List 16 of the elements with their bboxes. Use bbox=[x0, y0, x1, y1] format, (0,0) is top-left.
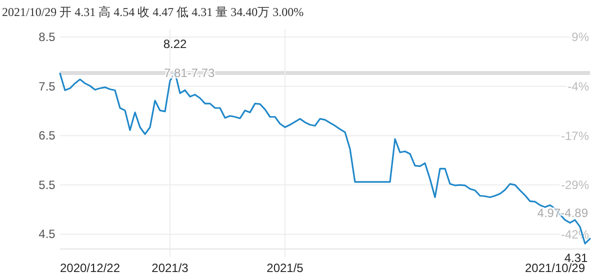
x-tick-label: 2021/10/29 bbox=[524, 261, 586, 275]
chart-title: 2021/10/29 开 4.31 高 4.54 收 4.47 低 4.31 量 34.40万 3.00% bbox=[2, 5, 304, 19]
annotation: 8.22 bbox=[163, 37, 187, 51]
y-tick-label: 7.5 bbox=[38, 79, 56, 94]
y-tick-label: 8.5 bbox=[38, 30, 56, 44]
y-tick-label: 4.5 bbox=[38, 227, 56, 242]
x-tick-label: 2021/5 bbox=[266, 261, 304, 275]
y-tick-label: 5.5 bbox=[38, 178, 56, 192]
y-tick-label: 6.5 bbox=[38, 128, 56, 143]
annotation: 7.81-7.73 bbox=[164, 66, 216, 80]
y2-tick-label: -17% bbox=[560, 128, 590, 143]
y2-tick-label: -4% bbox=[568, 79, 590, 94]
x-tick-label: 2020/12/22 bbox=[60, 261, 120, 275]
y2-tick-label: 9% bbox=[572, 30, 590, 44]
x-tick-label: 2021/3 bbox=[152, 261, 189, 275]
y2-tick-label: -29% bbox=[560, 178, 590, 192]
